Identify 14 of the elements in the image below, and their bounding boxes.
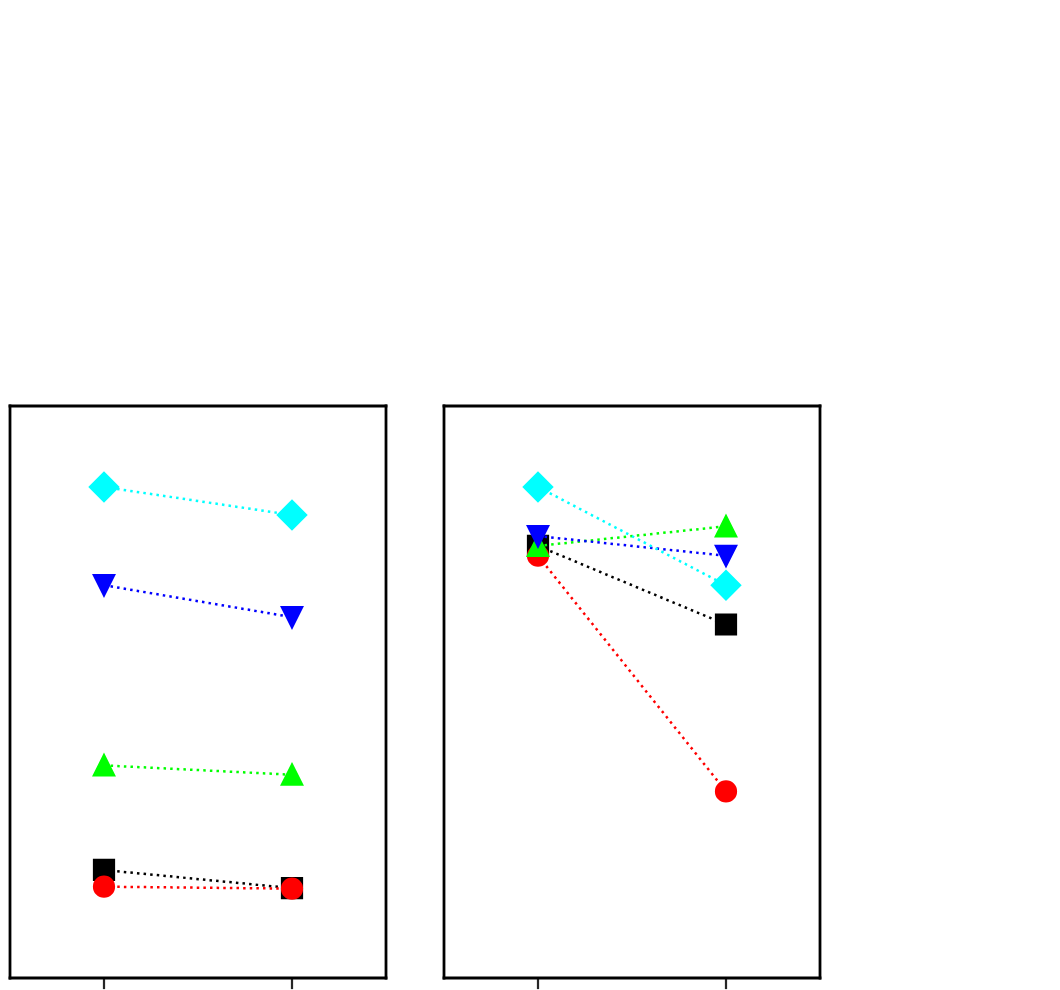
point	[526, 525, 550, 548]
point	[522, 471, 554, 503]
point	[714, 613, 738, 636]
point	[92, 754, 116, 777]
point	[714, 544, 738, 567]
point	[714, 515, 738, 538]
point	[88, 471, 120, 503]
point	[280, 606, 304, 629]
point	[714, 780, 738, 803]
point	[280, 763, 304, 786]
point	[92, 574, 116, 597]
point	[276, 499, 308, 531]
point	[710, 570, 742, 601]
point	[92, 875, 116, 898]
